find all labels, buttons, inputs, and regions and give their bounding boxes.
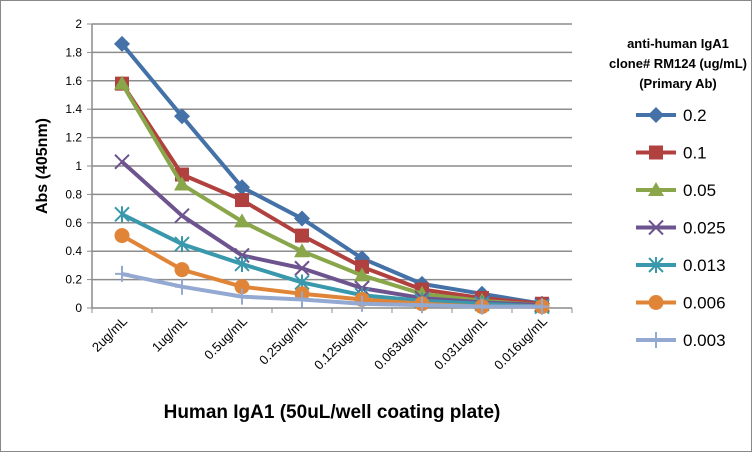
marker-plus — [115, 265, 129, 282]
y-tick-label: 0.8 — [65, 187, 82, 201]
legend-title-line-2: clone# RM124 (ug/mL) — [609, 56, 747, 71]
marker-triangle — [114, 75, 130, 90]
legend-title-line-1: anti-human IgA1 — [627, 36, 729, 51]
marker-diamond — [114, 35, 130, 52]
marker-x — [648, 219, 664, 236]
y-tick-label: 0.4 — [65, 244, 82, 258]
marker-x — [174, 207, 190, 224]
marker-circle — [174, 262, 190, 278]
legend-label: 0.2 — [683, 106, 707, 125]
legend-item: 0.05 — [636, 181, 716, 200]
marker-triangle — [174, 176, 190, 191]
series-line — [121, 271, 542, 309]
marker-x — [294, 260, 310, 276]
y-tick-label: 1.2 — [65, 131, 82, 145]
marker-triangle — [294, 243, 310, 258]
legend-title-line-3: (Primary Ab) — [639, 76, 717, 91]
marker-diamond — [174, 108, 190, 125]
marker-plus — [535, 298, 549, 315]
y-tick-label: 1.8 — [65, 45, 82, 59]
series-line — [121, 212, 543, 309]
marker-star — [234, 255, 250, 272]
legend-label: 0.025 — [683, 219, 726, 238]
marker-triangle — [354, 267, 370, 282]
legend-item: 0.013 — [636, 256, 726, 275]
series-line — [120, 42, 543, 306]
marker-plus — [175, 278, 189, 295]
marker-square — [355, 259, 369, 274]
marker-diamond — [294, 210, 310, 227]
y-tick-label: 1.4 — [65, 102, 82, 116]
marker-triangle — [648, 182, 664, 196]
marker-square — [295, 228, 309, 243]
marker-x — [114, 154, 130, 170]
marker-square — [235, 193, 249, 208]
marker-plus — [649, 332, 663, 348]
marker-plus — [475, 298, 489, 315]
x-axis-label: Human IgA1 (50uL/well coating plate) — [164, 402, 501, 423]
series-line — [120, 82, 543, 306]
marker-plus — [235, 288, 249, 305]
legend-item: 0.003 — [636, 331, 726, 350]
y-tick-label: 2 — [75, 17, 82, 31]
marker-star — [114, 206, 130, 223]
y-tick-label: 1 — [75, 159, 82, 173]
legend-item: 0.2 — [636, 106, 707, 125]
legend-label: 0.003 — [683, 331, 726, 350]
marker-square — [649, 145, 663, 160]
marker-diamond — [648, 107, 664, 123]
legend-label: 0.1 — [683, 144, 707, 163]
marker-circle — [234, 279, 250, 295]
y-tick-label: 0.6 — [65, 216, 82, 230]
legend-item: 0.1 — [636, 144, 707, 163]
marker-plus — [295, 291, 309, 308]
marker-circle — [114, 228, 130, 244]
legend-label: 0.013 — [683, 256, 726, 275]
legend-label: 0.006 — [683, 294, 726, 313]
y-tick-label: 0.2 — [65, 273, 82, 287]
legend-label: 0.05 — [683, 181, 716, 200]
series-0.003 — [115, 265, 549, 315]
marker-plus — [415, 297, 429, 314]
marker-star — [174, 236, 190, 253]
marker-plus — [355, 295, 369, 312]
legend: anti-human IgA1 clone# RM124 (ug/mL) (Pr… — [609, 36, 747, 350]
marker-triangle — [234, 213, 250, 228]
marker-diamond — [234, 179, 250, 196]
y-tick-label: 0 — [75, 301, 82, 315]
y-tick-label: 1.6 — [65, 74, 82, 88]
legend-item: 0.006 — [636, 294, 726, 313]
marker-star — [648, 257, 664, 273]
y-axis-label: Abs (405nm) — [34, 118, 51, 214]
legend-item: 0.025 — [636, 219, 726, 238]
marker-circle — [648, 295, 664, 310]
